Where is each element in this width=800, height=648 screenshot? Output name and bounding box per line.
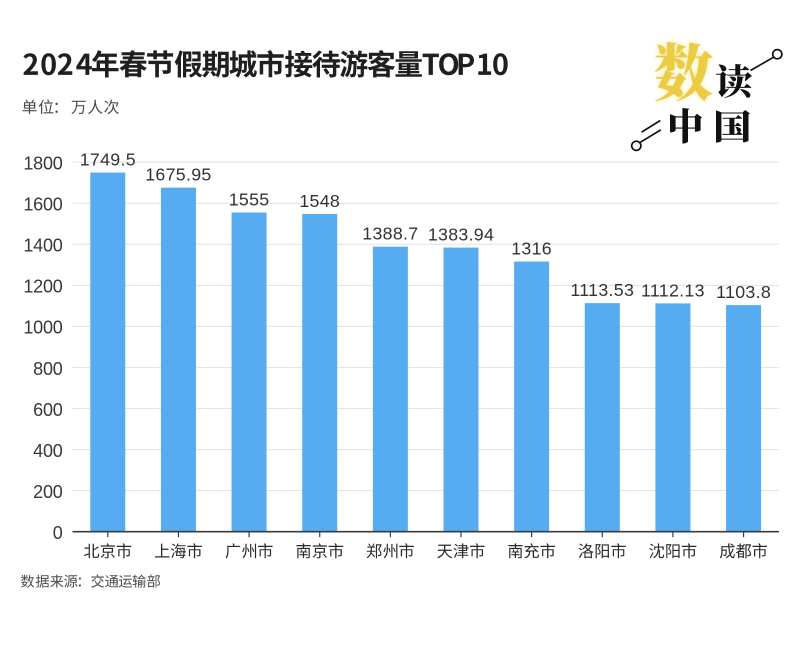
svg-text:1388.7: 1388.7 xyxy=(362,224,418,244)
svg-text:1675.95: 1675.95 xyxy=(145,165,211,185)
svg-text:400: 400 xyxy=(33,441,63,461)
svg-text:1316: 1316 xyxy=(511,239,552,259)
svg-text:200: 200 xyxy=(33,482,63,502)
svg-text:1400: 1400 xyxy=(23,236,62,256)
svg-text:1000: 1000 xyxy=(23,318,62,338)
svg-text:600: 600 xyxy=(33,400,63,420)
svg-text:1800: 1800 xyxy=(23,154,62,174)
svg-text:1200: 1200 xyxy=(23,277,62,297)
svg-text:1103.8: 1103.8 xyxy=(716,282,771,302)
svg-text:1113.53: 1113.53 xyxy=(570,280,634,300)
svg-text:1383.94: 1383.94 xyxy=(428,225,494,245)
svg-text:1548: 1548 xyxy=(299,191,340,211)
svg-text:1555: 1555 xyxy=(229,190,270,210)
svg-text:1600: 1600 xyxy=(23,195,62,215)
svg-text:0: 0 xyxy=(53,523,63,543)
svg-text:800: 800 xyxy=(33,359,63,379)
svg-text:1749.5: 1749.5 xyxy=(80,150,136,170)
svg-text:1112.13: 1112.13 xyxy=(641,280,705,300)
